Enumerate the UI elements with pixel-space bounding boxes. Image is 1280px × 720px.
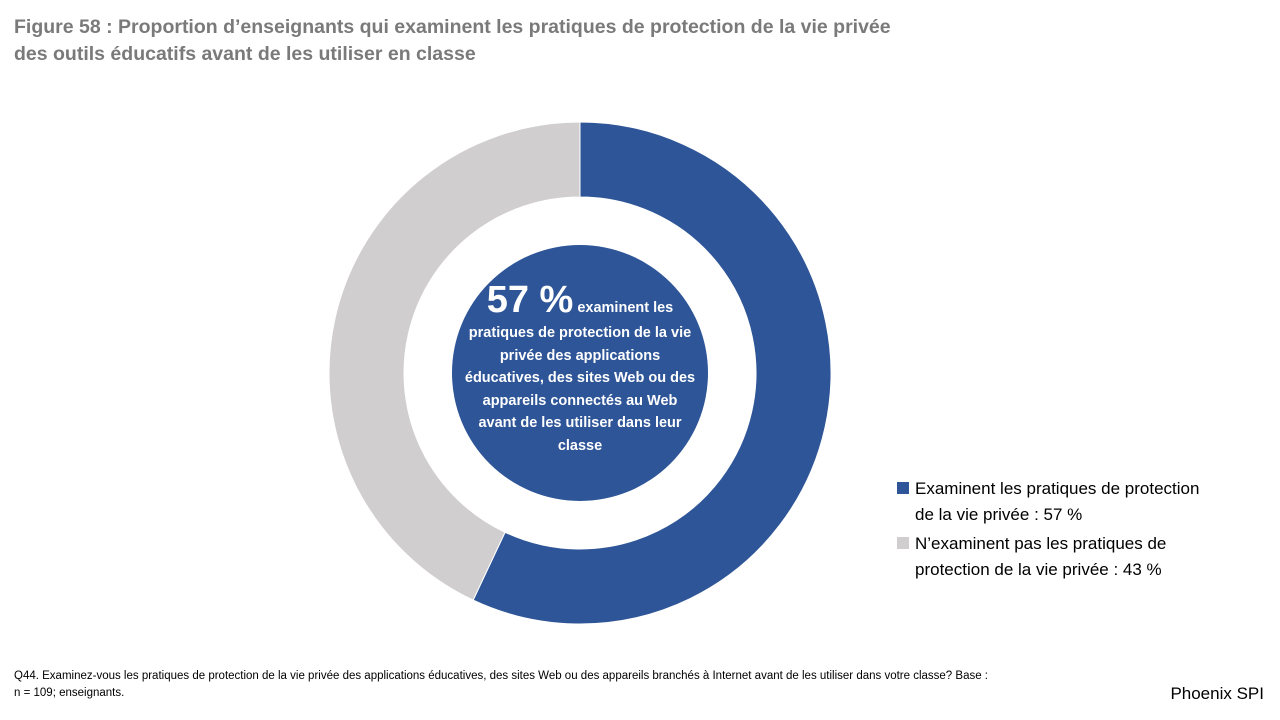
brand-logo-text: Phoenix SPI	[1170, 684, 1264, 703]
chart-title-line2: des outils éducatifs avant de les utilis…	[14, 43, 476, 65]
chart-title: Figure 58 : Proportion d’enseignants qui…	[14, 14, 974, 68]
donut-slice-examinent	[472, 121, 832, 625]
legend-label-nexaminent-pas: N’examinent pas les pratiques de protect…	[915, 534, 1167, 579]
legend-item-examinent: Examinent les pratiques de protection de…	[897, 476, 1227, 528]
center-lead-text: examinent les	[577, 300, 674, 316]
donut-slice-nexaminent-pas	[328, 121, 581, 601]
legend-item-nexaminent-pas: N’examinent pas les pratiques de protect…	[897, 531, 1227, 583]
chart-title-line1: Figure 58 : Proportion d’enseignants qui…	[14, 16, 891, 38]
legend: Examinent les pratiques de protection de…	[897, 476, 1227, 586]
center-annotation: 57 % examinent les pratiques de protectio…	[462, 278, 698, 457]
center-percentage: 57 %	[486, 279, 574, 321]
legend-swatch-examinent	[897, 482, 909, 494]
center-body-text: pratiques de protection de la vie privée…	[464, 325, 696, 454]
legend-swatch-nexaminent-pas	[897, 537, 909, 549]
footnote: Q44. Examinez-vous les pratiques de prot…	[14, 670, 989, 699]
donut-center-circle	[452, 245, 708, 501]
legend-label-examinent: Examinent les pratiques de protection de…	[915, 479, 1200, 524]
